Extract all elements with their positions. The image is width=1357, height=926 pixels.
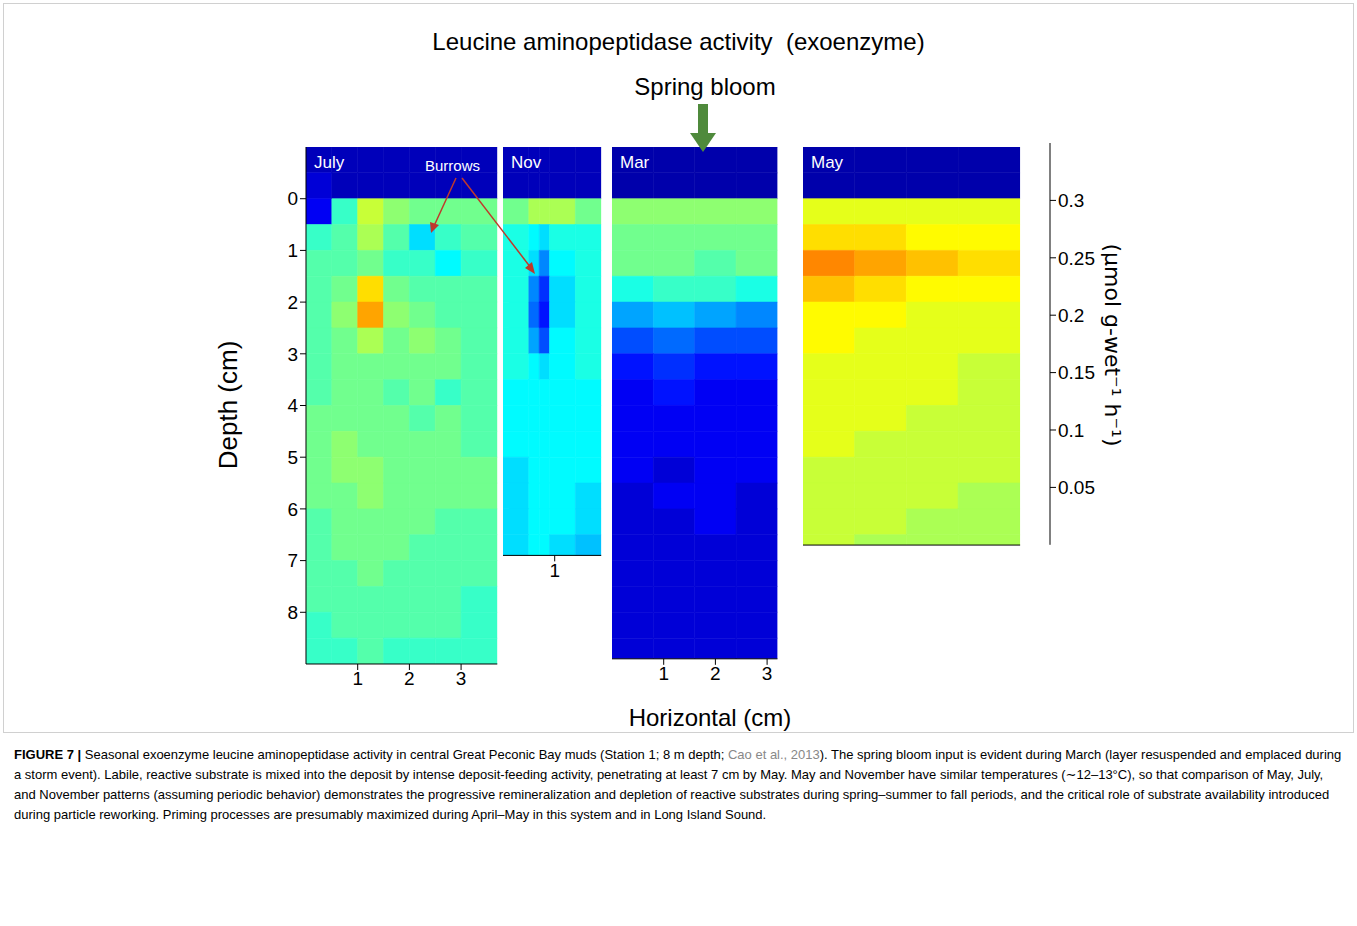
svg-text:7: 7 bbox=[287, 550, 298, 571]
svg-text:6: 6 bbox=[287, 499, 298, 520]
html-text:Nov: Nov bbox=[511, 153, 542, 172]
svg-text:2: 2 bbox=[710, 663, 721, 684]
svg-text:1: 1 bbox=[658, 663, 669, 684]
svg-text:3: 3 bbox=[287, 344, 298, 365]
html-text:May: May bbox=[811, 153, 844, 172]
svg-text:2: 2 bbox=[287, 292, 298, 313]
svg-text:8: 8 bbox=[287, 602, 298, 623]
html-text:July: July bbox=[314, 153, 345, 172]
html-text:Depth (cm): Depth (cm) bbox=[212, 340, 243, 470]
svg-text:0: 0 bbox=[287, 188, 298, 209]
svg-text:0.15: 0.15 bbox=[1058, 363, 1095, 384]
svg-text:5: 5 bbox=[287, 447, 298, 468]
html-text:Leucine aminopeptidase activit: Leucine aminopeptidase activity (exoenzy… bbox=[432, 28, 925, 55]
svg-text:3: 3 bbox=[456, 668, 467, 689]
svg-text:1: 1 bbox=[549, 560, 560, 581]
html-text:FIGURE 7 | Seasonal exoenzyme: FIGURE 7 | Seasonal exoenzyme leucine am… bbox=[14, 747, 1342, 822]
html-text:Horizontal (cm): Horizontal (cm) bbox=[628, 704, 792, 731]
svg-text:1: 1 bbox=[287, 240, 298, 261]
svg-text:2: 2 bbox=[404, 668, 415, 689]
svg-text:0.2: 0.2 bbox=[1058, 305, 1084, 326]
svg-text:3: 3 bbox=[762, 663, 773, 684]
svg-text:1: 1 bbox=[352, 668, 363, 689]
html-text:Mar: Mar bbox=[620, 153, 650, 172]
svg-text:4: 4 bbox=[287, 395, 298, 416]
svg-text:0.25: 0.25 bbox=[1058, 248, 1095, 269]
html-text:(μmol g-wet⁻¹ h⁻¹): (μmol g-wet⁻¹ h⁻¹) bbox=[1099, 243, 1125, 447]
html-text:Spring bloom: Spring bloom bbox=[634, 73, 776, 100]
svg-text:0.3: 0.3 bbox=[1058, 190, 1084, 211]
html-text:Burrows: Burrows bbox=[425, 157, 480, 174]
svg-text:0.05: 0.05 bbox=[1058, 477, 1095, 498]
svg-text:0.1: 0.1 bbox=[1058, 420, 1084, 441]
